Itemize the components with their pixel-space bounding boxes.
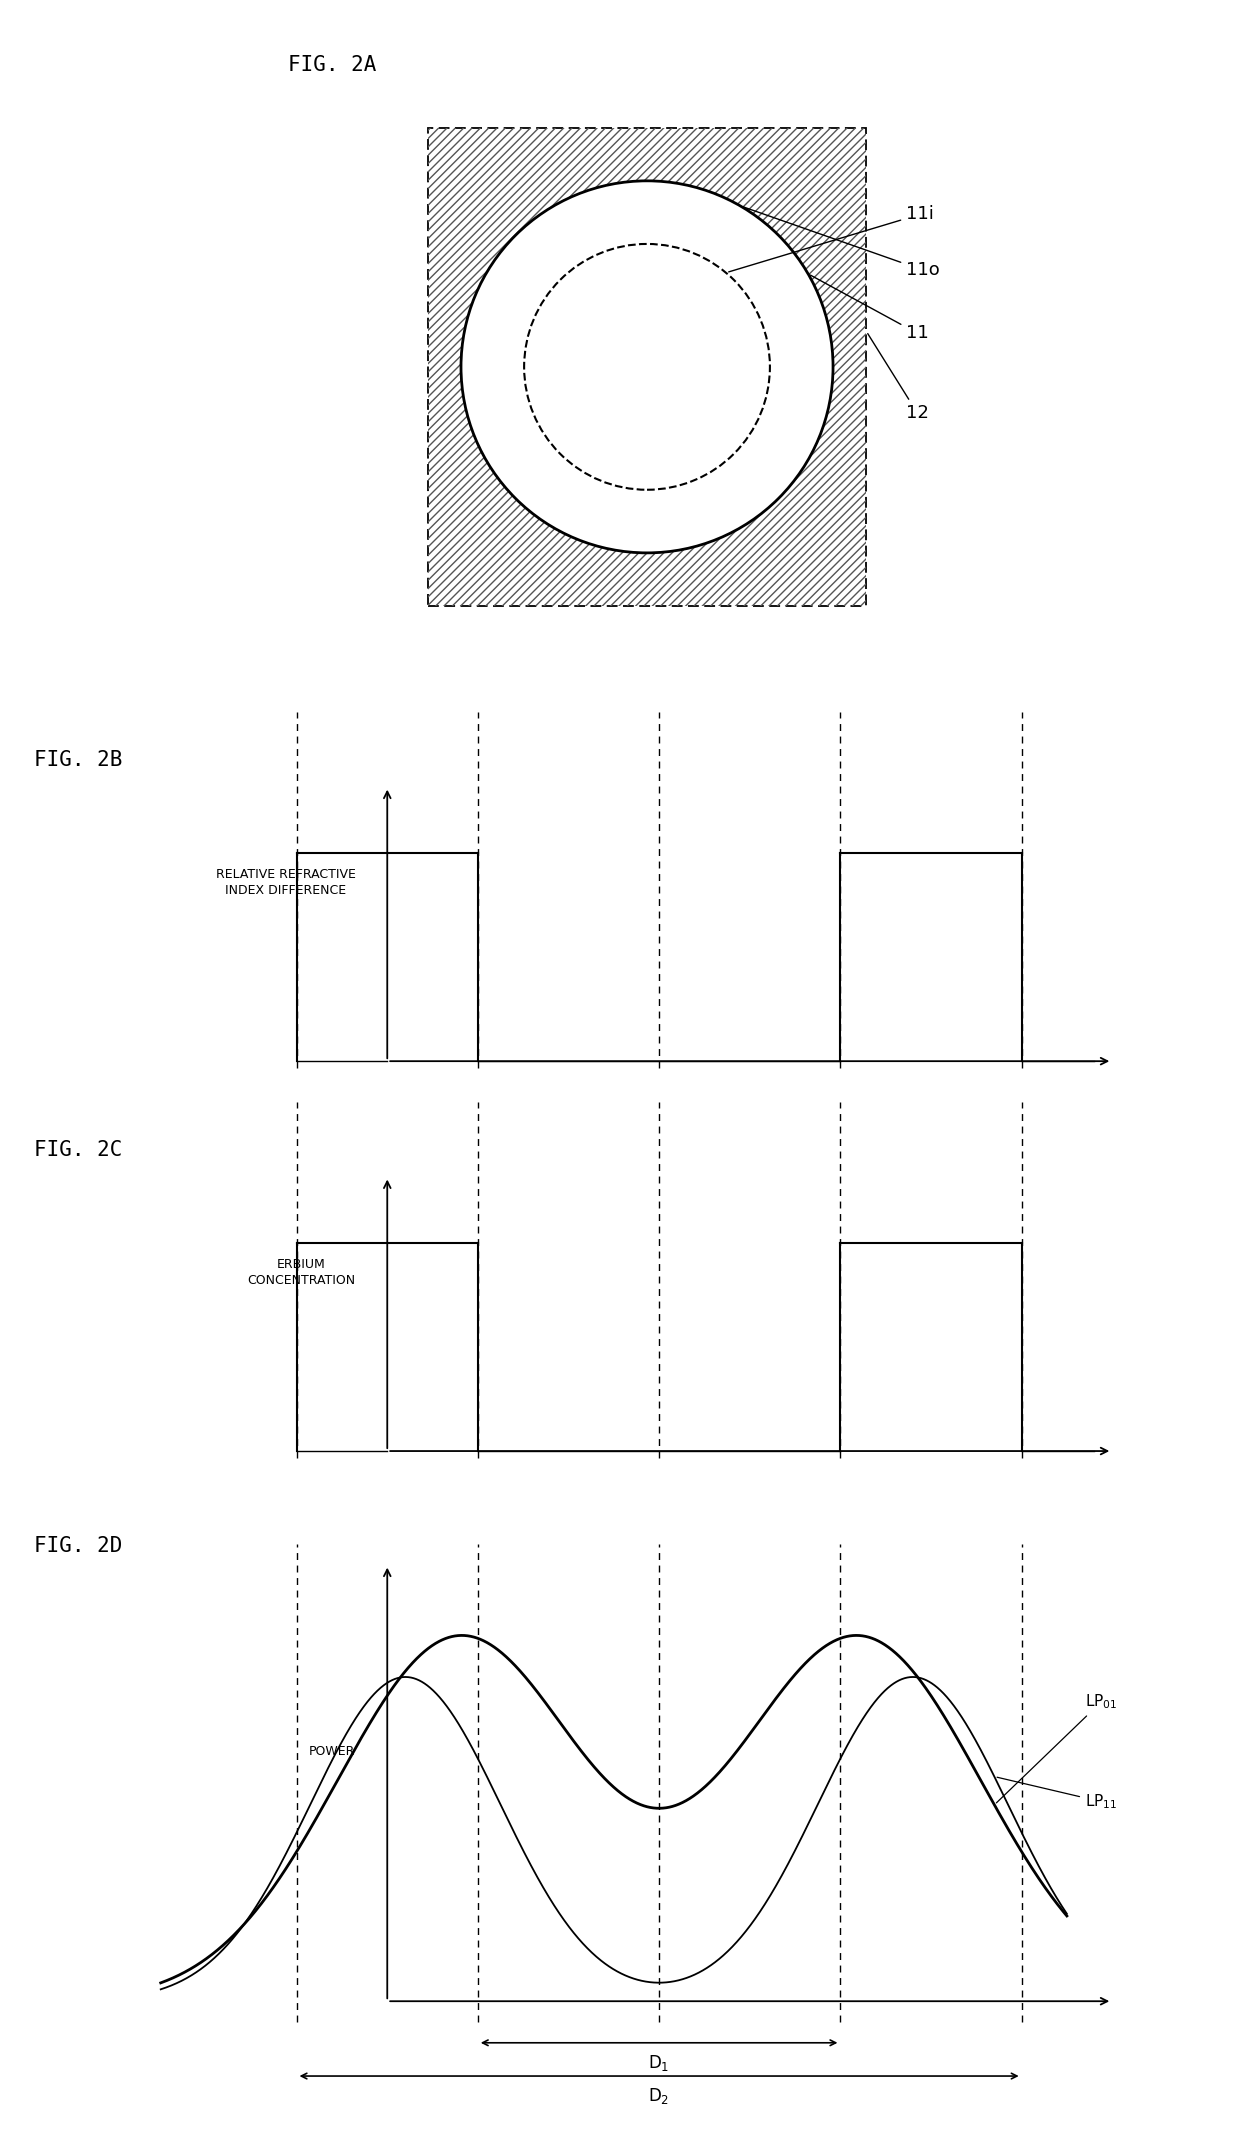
Text: D$_2$: D$_2$ [649, 2086, 670, 2107]
Circle shape [525, 244, 770, 490]
Text: 11o: 11o [743, 207, 940, 278]
Circle shape [461, 182, 833, 552]
Text: 12: 12 [868, 334, 929, 421]
Text: ERBIUM
CONCENTRATION: ERBIUM CONCENTRATION [248, 1258, 356, 1288]
Text: 11: 11 [811, 276, 929, 342]
Text: FIG. 2C: FIG. 2C [33, 1140, 123, 1159]
Text: 11i: 11i [729, 205, 934, 272]
Bar [428, 128, 867, 605]
Bar [428, 128, 867, 605]
Text: FIG. 2A: FIG. 2A [288, 56, 377, 75]
Text: FIG. 2B: FIG. 2B [33, 751, 123, 770]
Text: POWER: POWER [309, 1745, 356, 1758]
Text: LP$_{11}$: LP$_{11}$ [997, 1778, 1117, 1812]
Text: D$_1$: D$_1$ [649, 2053, 670, 2073]
Text: FIG. 2D: FIG. 2D [33, 1536, 123, 1555]
Text: LP$_{01}$: LP$_{01}$ [997, 1692, 1117, 1803]
Text: RELATIVE REFRACTIVE
INDEX DIFFERENCE: RELATIVE REFRACTIVE INDEX DIFFERENCE [216, 868, 356, 898]
